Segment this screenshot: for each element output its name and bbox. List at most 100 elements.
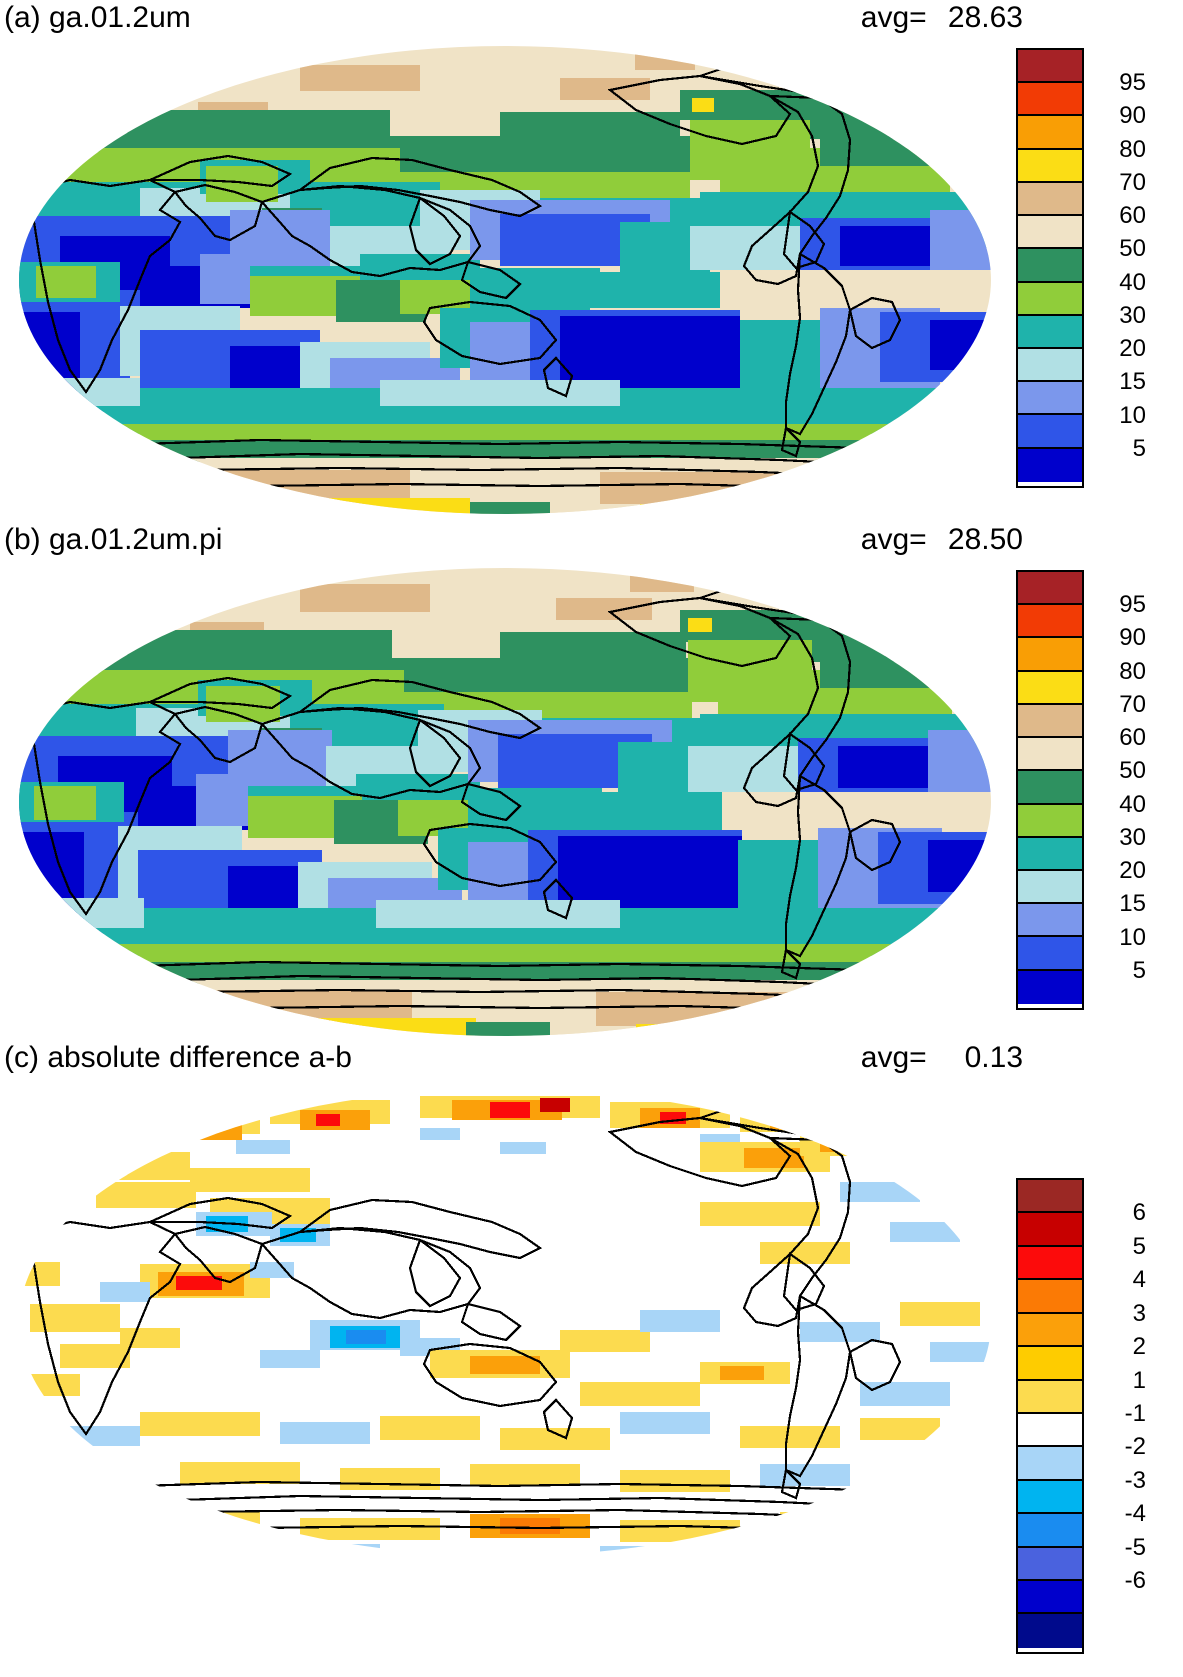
panel-b: (b) ga.01.2um.pi avg= 28.50 bbox=[0, 522, 1183, 1042]
panel-b-colorbar-swatches bbox=[1016, 570, 1084, 1010]
colorbar-tick-label: 95 bbox=[1119, 591, 1146, 619]
colorbar-tick-label: 5 bbox=[1132, 956, 1146, 984]
colorbar-swatch bbox=[1018, 937, 1082, 971]
colorbar-swatch bbox=[1018, 738, 1082, 772]
colorbar-swatch bbox=[1018, 1581, 1082, 1615]
panel-b-field bbox=[19, 568, 991, 1036]
panel-a-average: avg= 28.63 bbox=[861, 0, 1023, 36]
colorbar-swatch bbox=[1018, 638, 1082, 672]
colorbar-tick-label: 20 bbox=[1119, 335, 1146, 363]
panel-c-avg-value: 0.13 bbox=[964, 1041, 1023, 1074]
colorbar-swatch bbox=[1018, 1547, 1082, 1582]
colorbar-swatch bbox=[1018, 1313, 1082, 1348]
panel-a-avg-label: avg= bbox=[860, 1, 927, 34]
colorbar-tick-label: 6 bbox=[1132, 1199, 1146, 1227]
colorbar-tick-label: 60 bbox=[1119, 202, 1146, 230]
colorbar-swatch bbox=[1018, 1614, 1082, 1648]
colorbar-swatch bbox=[1018, 1280, 1082, 1314]
colorbar-swatch bbox=[1018, 315, 1082, 349]
colorbar-swatch bbox=[1018, 1180, 1082, 1214]
panel-a-colorbar: 95 90 80 70 60 50 40 30 20 15 10 5 bbox=[1016, 48, 1176, 488]
colorbar-tick-label: 1 bbox=[1132, 1366, 1146, 1394]
colorbar-swatch bbox=[1018, 671, 1082, 705]
panel-b-avg-label: avg= bbox=[860, 523, 927, 556]
panel-c-avg-label: avg= bbox=[860, 1041, 927, 1074]
colorbar-swatch bbox=[1018, 116, 1082, 150]
panel-c-colorbar-swatches bbox=[1016, 1178, 1084, 1654]
colorbar-tick-label: 5 bbox=[1132, 434, 1146, 462]
colorbar-tick-label: 5 bbox=[1132, 1232, 1146, 1260]
colorbar-tick-label: 4 bbox=[1132, 1266, 1146, 1294]
panel-c-header: (c) absolute difference a-b avg= 0.13 bbox=[0, 1040, 1183, 1078]
colorbar-swatch bbox=[1018, 83, 1082, 117]
panel-c-average: avg= 0.13 bbox=[861, 1040, 1023, 1076]
colorbar-tick-label: -1 bbox=[1124, 1400, 1146, 1427]
colorbar-tick-label: 90 bbox=[1119, 102, 1146, 130]
colorbar-swatch bbox=[1018, 605, 1082, 639]
colorbar-tick-label: 15 bbox=[1119, 368, 1146, 396]
colorbar-tick-label: 70 bbox=[1119, 168, 1146, 196]
panel-c-title: (c) absolute difference a-b bbox=[4, 1041, 352, 1074]
colorbar-swatch bbox=[1018, 837, 1082, 871]
colorbar-tick-label: -6 bbox=[1124, 1567, 1146, 1595]
colorbar-swatch bbox=[1018, 50, 1082, 84]
colorbar-swatch bbox=[1018, 771, 1082, 805]
colorbar-swatch bbox=[1018, 804, 1082, 838]
colorbar-tick-label: 95 bbox=[1119, 69, 1146, 97]
panel-b-map bbox=[0, 562, 1010, 1042]
colorbar-tick-label: -4 bbox=[1124, 1500, 1146, 1528]
colorbar-tick-label: 3 bbox=[1132, 1299, 1146, 1327]
colorbar-swatch bbox=[1018, 1246, 1082, 1281]
colorbar-swatch bbox=[1018, 572, 1082, 606]
panel-a-avg-value: 28.63 bbox=[947, 1, 1023, 34]
panel-a-field bbox=[19, 46, 991, 514]
colorbar-swatch bbox=[1018, 970, 1082, 1004]
colorbar-swatch bbox=[1018, 282, 1082, 316]
colorbar-swatch bbox=[1018, 904, 1082, 938]
colorbar-swatch bbox=[1018, 149, 1082, 183]
colorbar-swatch bbox=[1018, 1347, 1082, 1381]
colorbar-swatch bbox=[1018, 1380, 1082, 1414]
colorbar-swatch bbox=[1018, 1480, 1082, 1515]
panel-a-header: (a) ga.01.2um avg= 28.63 bbox=[0, 0, 1183, 38]
panel-b-header: (b) ga.01.2um.pi avg= 28.50 bbox=[0, 522, 1183, 560]
colorbar-swatch bbox=[1018, 348, 1082, 383]
colorbar-tick-label: 20 bbox=[1119, 857, 1146, 885]
panel-a: (a) ga.01.2um avg= 28.63 bbox=[0, 0, 1183, 520]
colorbar-tick-label: -3 bbox=[1124, 1466, 1146, 1494]
colorbar-tick-label: 80 bbox=[1119, 135, 1146, 163]
colorbar-tick-label: 10 bbox=[1119, 923, 1146, 951]
colorbar-swatch bbox=[1018, 1447, 1082, 1481]
colorbar-swatch bbox=[1018, 1213, 1082, 1247]
colorbar-tick-label: 2 bbox=[1132, 1333, 1146, 1361]
colorbar-swatch bbox=[1018, 870, 1082, 905]
colorbar-swatch bbox=[1018, 216, 1082, 250]
colorbar-swatch bbox=[1018, 382, 1082, 416]
panel-b-avg-value: 28.50 bbox=[947, 523, 1023, 556]
panel-c: (c) absolute difference a-b avg= 0.13 bbox=[0, 1040, 1183, 1677]
colorbar-tick-label: -5 bbox=[1124, 1533, 1146, 1561]
colorbar-swatch bbox=[1018, 415, 1082, 449]
colorbar-swatch bbox=[1018, 249, 1082, 283]
panel-c-field bbox=[19, 1088, 991, 1556]
colorbar-swatch bbox=[1018, 182, 1082, 217]
colorbar-swatch bbox=[1018, 1514, 1082, 1548]
panel-a-coastlines bbox=[28, 54, 961, 496]
colorbar-tick-label: 50 bbox=[1119, 235, 1146, 263]
colorbar-tick-label: 30 bbox=[1119, 823, 1146, 851]
colorbar-tick-label: 40 bbox=[1119, 268, 1146, 296]
colorbar-tick-label: -2 bbox=[1124, 1433, 1146, 1461]
panel-b-colorbar-ticks: 95 90 80 70 60 50 40 30 20 15 10 5 bbox=[1092, 570, 1152, 1010]
panel-c-colorbar: 6 5 4 3 2 1 -1 -2 -3 -4 -5 -6 bbox=[1016, 1178, 1176, 1654]
panel-b-colorbar: 95 90 80 70 60 50 40 30 20 15 10 5 bbox=[1016, 570, 1176, 1010]
panel-c-colorbar-ticks: 6 5 4 3 2 1 -1 -2 -3 -4 -5 -6 bbox=[1092, 1178, 1152, 1654]
panel-a-colorbar-ticks: 95 90 80 70 60 50 40 30 20 15 10 5 bbox=[1092, 48, 1152, 488]
panel-a-title: (a) ga.01.2um bbox=[4, 1, 191, 34]
colorbar-tick-label: 40 bbox=[1119, 790, 1146, 818]
colorbar-tick-label: 80 bbox=[1119, 657, 1146, 685]
colorbar-tick-label: 50 bbox=[1119, 757, 1146, 785]
colorbar-tick-label: 15 bbox=[1119, 890, 1146, 918]
panel-a-map bbox=[0, 40, 1010, 520]
colorbar-tick-label: 60 bbox=[1119, 724, 1146, 752]
colorbar-tick-label: 30 bbox=[1119, 301, 1146, 329]
